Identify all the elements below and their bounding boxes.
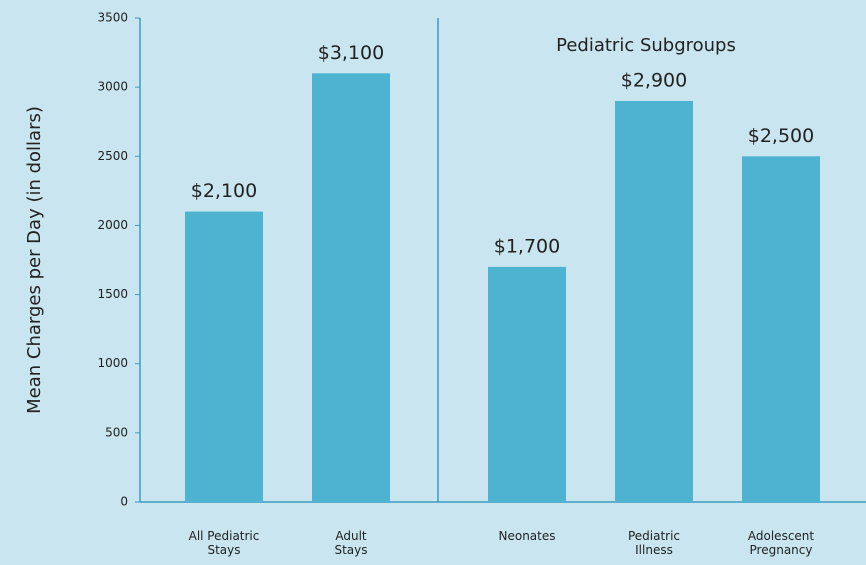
bar [742, 156, 820, 503]
y-tick-label: 1000 [97, 356, 128, 370]
x-tick-label: Adolescent Pregnancy [747, 529, 815, 557]
x-tick-label: Adult Stays [334, 529, 368, 557]
y-tick-label: 2000 [97, 218, 128, 232]
value-label: $1,700 [494, 235, 560, 257]
value-label: $2,100 [191, 180, 257, 202]
y-tick-label: 1500 [97, 287, 128, 301]
y-tick-label: 0 [120, 495, 128, 509]
bar [185, 211, 263, 502]
value-label: $3,100 [318, 42, 384, 64]
bar [615, 100, 693, 502]
x-tick-label: Pediatric Illness [627, 529, 681, 557]
x-tick-label: Neonates [498, 529, 556, 543]
y-tick-label: 3500 [97, 11, 128, 25]
bar [312, 73, 390, 503]
bar [488, 266, 566, 502]
annotation: Pediatric Subgroups [556, 35, 736, 56]
x-tick-label: All Pediatric Stays [188, 529, 260, 557]
y-tick-label: 2500 [97, 149, 128, 163]
y-tick-label: 500 [105, 425, 128, 439]
y-tick-label: 3000 [97, 80, 128, 94]
value-label: $2,500 [748, 125, 814, 147]
value-label: $2,900 [621, 69, 687, 91]
y-axis-label: Mean Charges per Day (in dollars) [24, 106, 45, 414]
